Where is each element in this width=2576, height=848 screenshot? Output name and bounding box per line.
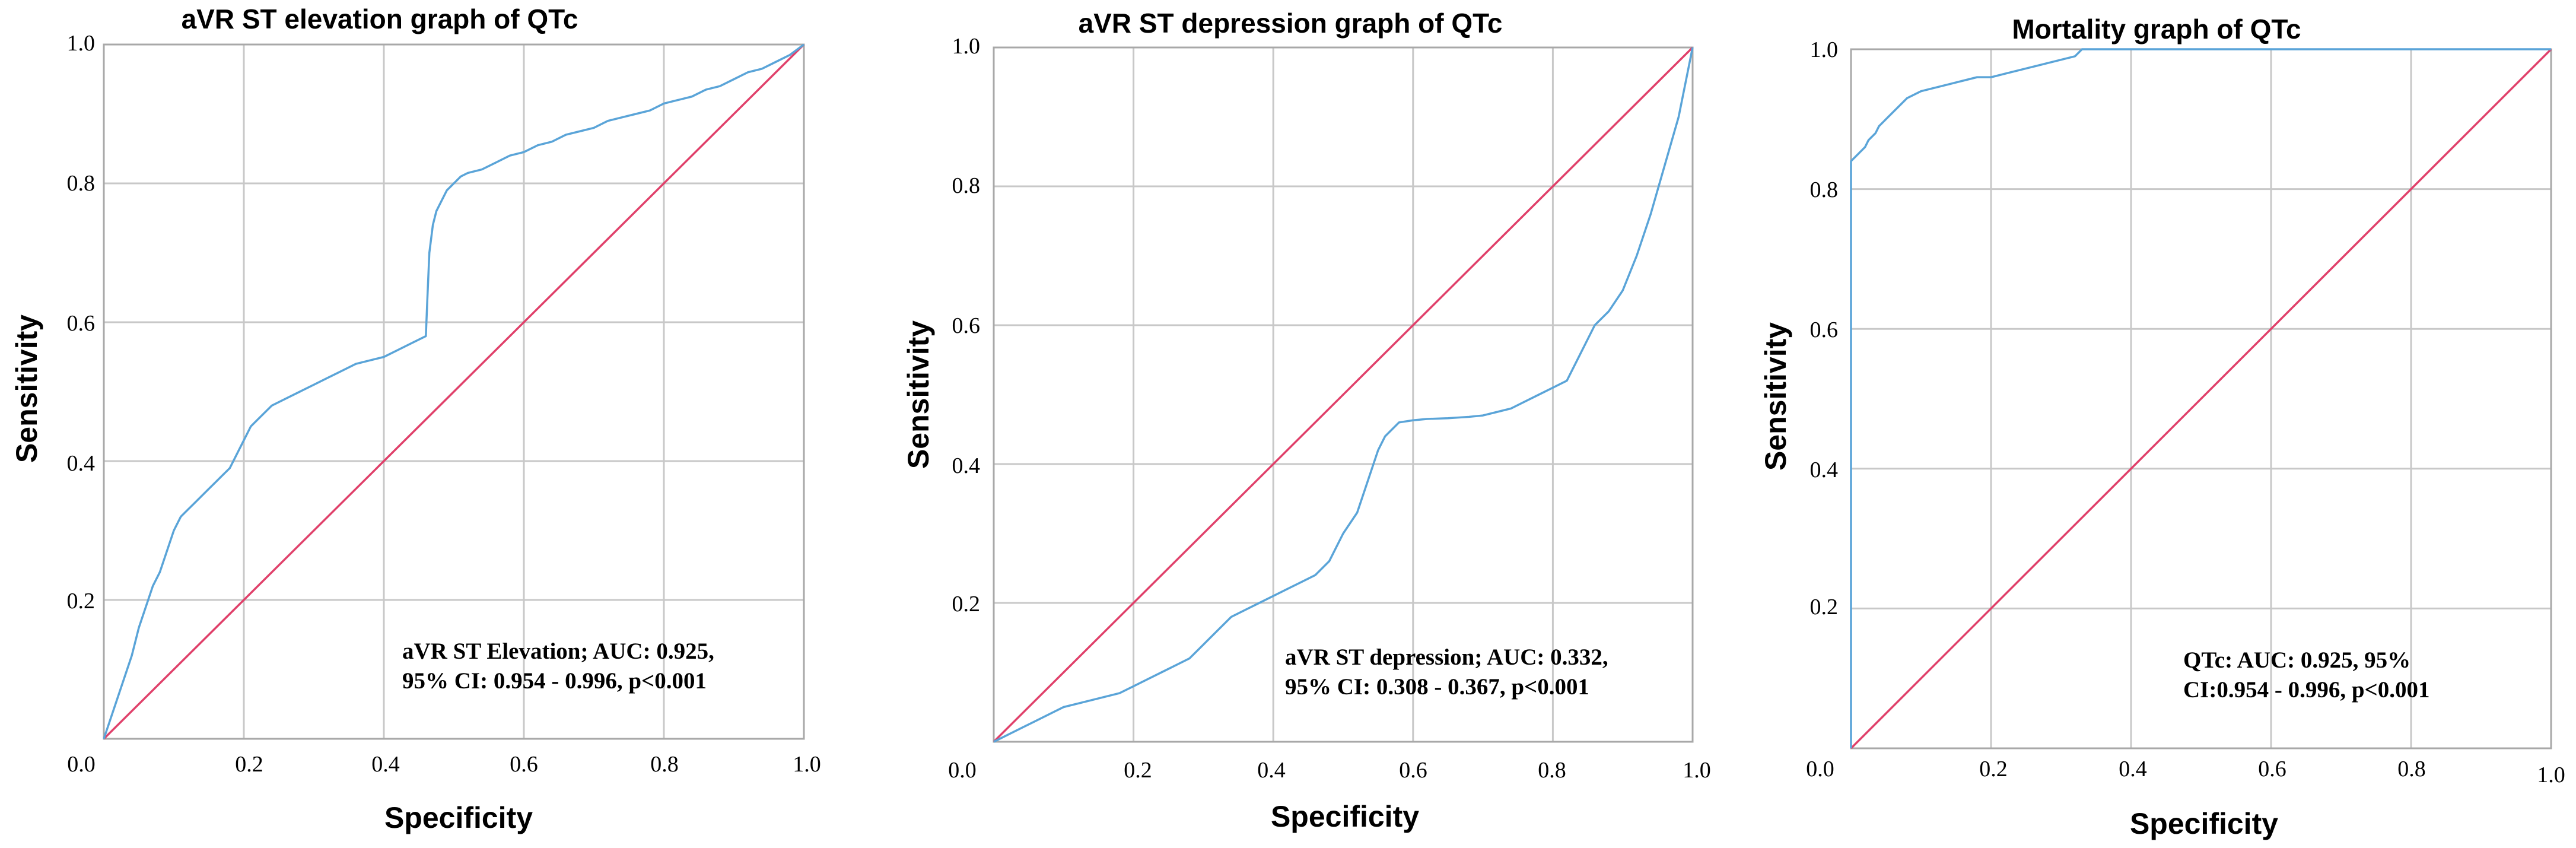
grid <box>1851 49 2551 748</box>
y-tick-label: 0.6 <box>952 313 981 338</box>
chart-avr-st-depression: aVR ST depression graph of QTc 0.0 0.2 0… <box>902 8 1711 833</box>
x-tick-label: 0.4 <box>1257 758 1286 783</box>
y-tick-label: 0.6 <box>67 311 96 336</box>
y-tick-label: 0.6 <box>1810 317 1839 342</box>
y-axis-label: Sensitivity <box>902 320 935 469</box>
chart-avr-st-elevation: aVR ST elevation graph of QTc 0.0 0.2 0.… <box>10 4 821 834</box>
annotation-line: QTc: AUC: 0.925, 95% <box>2183 647 2410 673</box>
y-tick-label: 0.2 <box>952 592 981 617</box>
y-tick-label: 1.0 <box>952 34 981 59</box>
y-tick-label: 0.4 <box>1810 458 1839 482</box>
grid <box>994 47 1693 742</box>
y-tick-label: 0.8 <box>952 173 981 198</box>
x-tick-label: 0.0 <box>1806 757 1834 782</box>
annotation-line: aVR ST depression; AUC: 0.332, <box>1285 644 1608 670</box>
x-tick-label: 0.6 <box>2258 757 2286 782</box>
x-tick-label: 0.6 <box>510 752 538 777</box>
y-tick-labels: 0.2 0.4 0.6 0.8 1.0 <box>1810 37 1839 620</box>
x-tick-labels: 0.0 0.2 0.4 0.6 0.8 1.0 <box>1806 757 2565 787</box>
x-tick-labels: 0.0 0.2 0.4 0.6 0.8 1.0 <box>67 752 821 777</box>
x-tick-label: 0.2 <box>235 752 263 777</box>
y-tick-label: 0.2 <box>1810 595 1839 620</box>
annotation-line: 95% CI: 0.954 - 0.996, p<0.001 <box>402 668 707 694</box>
reference-line <box>103 43 805 740</box>
plot-frame <box>103 43 805 740</box>
x-tick-label: 0.8 <box>1538 758 1566 783</box>
y-tick-labels: 0.2 0.4 0.6 0.8 1.0 <box>67 31 96 614</box>
y-axis-label: Sensitivity <box>10 315 43 463</box>
x-tick-label: 0.4 <box>2119 757 2147 782</box>
x-axis-label: Specificity <box>384 801 533 834</box>
x-tick-label: 1.0 <box>2537 763 2565 787</box>
annotation: QTc: AUC: 0.925, 95% CI:0.954 - 0.996, p… <box>2183 647 2429 703</box>
x-tick-label: 0.0 <box>948 758 977 783</box>
roc-curve <box>993 47 1694 743</box>
chart-title: aVR ST depression graph of QTc <box>1079 8 1503 39</box>
y-tick-label: 1.0 <box>1810 37 1839 62</box>
chart-mortality: Mortality graph of QTc 0.0 0.2 0.4 0.6 0… <box>1759 14 2565 840</box>
roc-curve <box>1850 48 2551 748</box>
chart-title: aVR ST elevation graph of QTc <box>182 4 578 34</box>
x-axis-label: Specificity <box>1271 800 1419 833</box>
x-tick-label: 0.4 <box>371 752 400 777</box>
reference-line <box>1850 48 2552 749</box>
y-tick-label: 0.8 <box>67 171 96 196</box>
y-axis-label: Sensitivity <box>1759 322 1792 471</box>
plot-frame <box>993 46 1694 743</box>
x-tick-label: 0.6 <box>1399 758 1427 783</box>
x-tick-label: 0.2 <box>1979 757 2008 782</box>
y-tick-label: 0.8 <box>1810 177 1839 202</box>
x-tick-label: 0.8 <box>2397 757 2426 782</box>
y-tick-label: 0.4 <box>67 451 96 476</box>
grid <box>104 45 804 739</box>
y-tick-labels: 0.2 0.4 0.6 0.8 1.0 <box>952 34 981 617</box>
x-axis-label: Specificity <box>2130 807 2278 840</box>
x-tick-label: 0.2 <box>1124 758 1152 783</box>
y-tick-label: 0.4 <box>952 453 981 478</box>
reference-line <box>993 46 1694 743</box>
x-tick-label: 1.0 <box>1683 758 1711 783</box>
y-tick-label: 0.2 <box>67 589 96 614</box>
annotation-line: 95% CI: 0.308 - 0.367, p<0.001 <box>1285 674 1589 700</box>
x-tick-labels: 0.0 0.2 0.4 0.6 0.8 1.0 <box>948 758 1711 783</box>
annotation-line: CI:0.954 - 0.996, p<0.001 <box>2183 677 2429 703</box>
annotation-line: aVR ST Elevation; AUC: 0.925, <box>402 639 714 664</box>
annotation: aVR ST Elevation; AUC: 0.925, 95% CI: 0.… <box>402 639 714 694</box>
annotation: aVR ST depression; AUC: 0.332, 95% CI: 0… <box>1285 644 1608 700</box>
roc-curve <box>103 43 805 739</box>
chart-title: Mortality graph of QTc <box>2012 14 2301 45</box>
x-tick-label: 0.0 <box>67 752 96 777</box>
x-tick-label: 0.8 <box>650 752 679 777</box>
x-tick-label: 1.0 <box>793 752 821 777</box>
y-tick-label: 1.0 <box>67 31 96 56</box>
